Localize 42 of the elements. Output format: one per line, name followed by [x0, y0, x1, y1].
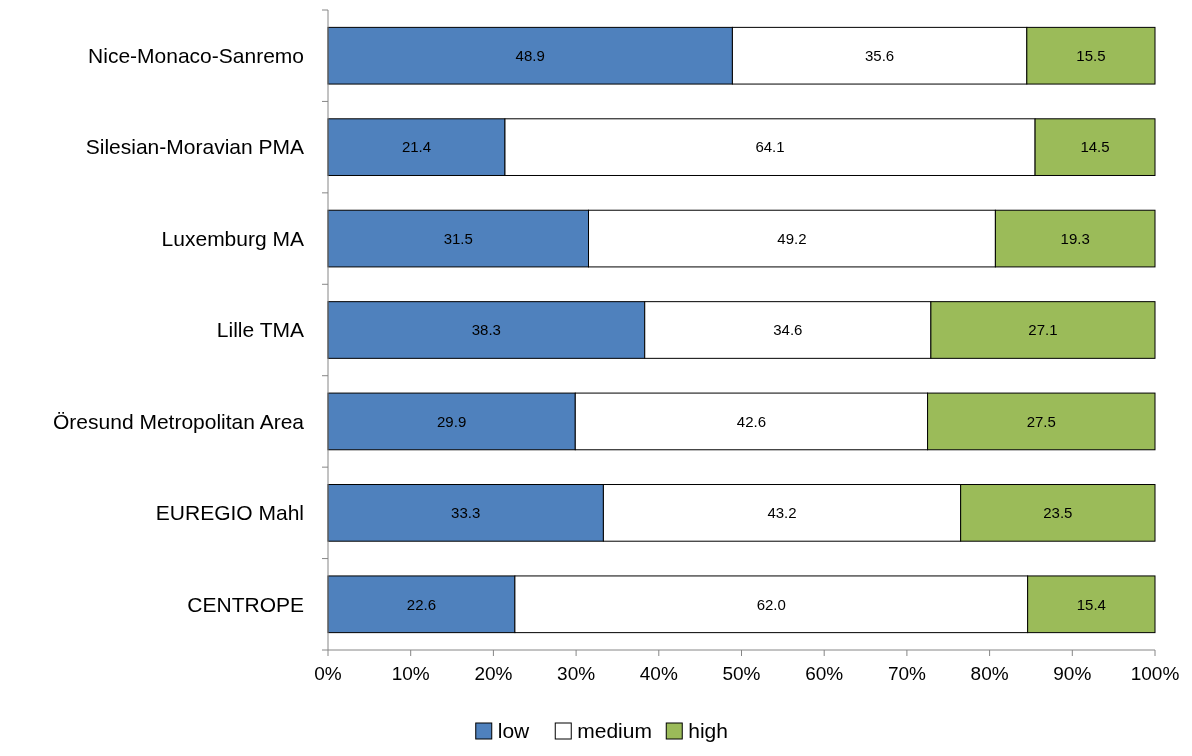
y-tick-label: EUREGIO Mahl — [155, 501, 304, 525]
x-tick-label: 40% — [639, 663, 678, 684]
data-label: 42.6 — [736, 412, 767, 430]
data-label: 15.4 — [1076, 595, 1106, 613]
legend-label: high — [688, 719, 728, 742]
data-label: 35.6 — [865, 46, 895, 64]
y-tick-label: Öresund Metropolitan Area — [53, 409, 305, 433]
data-label: 15.5 — [1076, 46, 1106, 64]
data-label: 22.6 — [406, 595, 437, 613]
x-tick-label: 20% — [474, 663, 513, 684]
data-label: 27.1 — [1028, 321, 1058, 339]
data-label: 14.5 — [1080, 138, 1110, 156]
data-label: 27.5 — [1026, 412, 1056, 430]
x-tick-label: 100% — [1130, 663, 1180, 684]
data-label: 49.2 — [777, 229, 807, 247]
data-label: 31.5 — [443, 229, 473, 247]
y-tick-label: Luxemburg MA — [161, 226, 304, 250]
data-label: 33.3 — [451, 504, 481, 522]
y-tick-label: CENTROPE — [187, 592, 304, 616]
x-tick-label: 30% — [557, 663, 596, 684]
legend-label: low — [497, 719, 531, 742]
data-label: 21.4 — [401, 138, 432, 156]
data-label: 48.9 — [515, 46, 545, 64]
y-tick-label: Lille TMA — [216, 318, 304, 342]
data-label: 23.5 — [1043, 504, 1073, 522]
data-label: 43.2 — [767, 504, 797, 522]
x-tick-label: 80% — [970, 663, 1009, 684]
data-label: 34.6 — [773, 321, 803, 339]
x-tick-label: 70% — [887, 663, 927, 684]
x-tick-label: 10% — [391, 663, 430, 684]
data-label: 19.3 — [1060, 229, 1090, 247]
y-tick-label: Nice-Monaco-Sanremo — [88, 44, 304, 68]
x-tick-label: 90% — [1053, 663, 1092, 684]
data-label: 64.1 — [755, 138, 785, 156]
x-tick-label: 0% — [314, 663, 342, 684]
legend-label: medium — [577, 719, 652, 742]
data-label: 62.0 — [756, 595, 786, 613]
data-label: 29.9 — [437, 412, 467, 430]
y-tick-label: Silesian-Moravian PMA — [85, 135, 304, 159]
data-label: 38.3 — [471, 321, 501, 339]
x-tick-label: 50% — [722, 663, 761, 684]
x-tick-label: 60% — [805, 663, 844, 684]
